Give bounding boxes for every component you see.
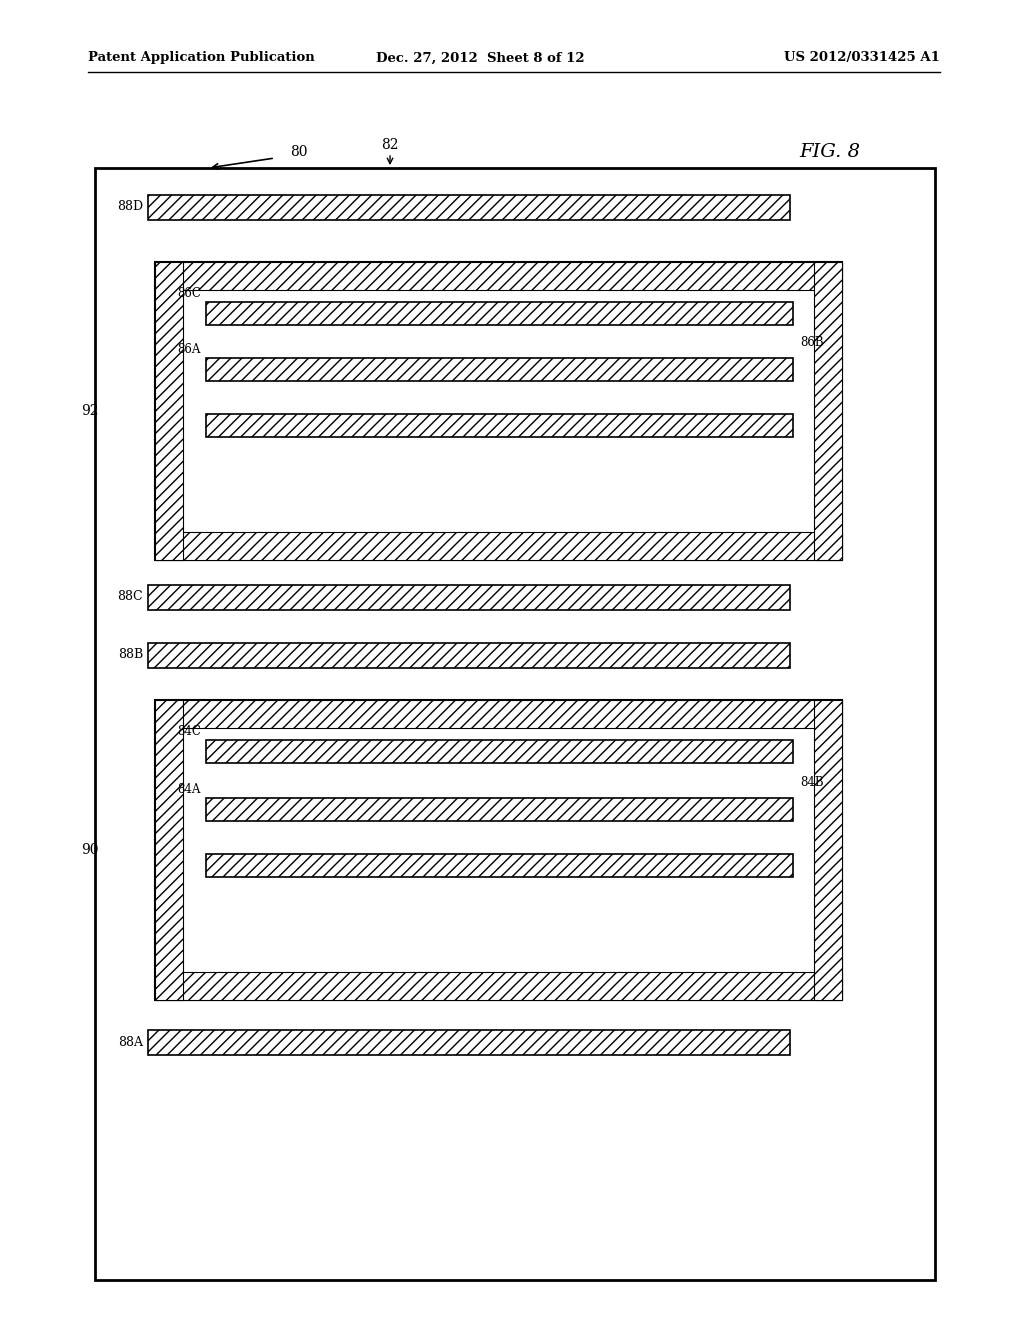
Bar <box>155 261 183 560</box>
Bar <box>814 700 842 1001</box>
Text: 88B: 88B <box>118 648 143 661</box>
Text: 84C: 84C <box>177 725 201 738</box>
Bar <box>155 261 842 290</box>
Bar <box>206 799 793 821</box>
Text: 86C: 86C <box>177 286 201 300</box>
Text: 92: 92 <box>81 404 98 418</box>
Bar <box>206 302 793 325</box>
Text: 88A: 88A <box>118 1035 143 1048</box>
Text: 84B: 84B <box>800 776 823 789</box>
Bar <box>206 358 793 381</box>
Bar <box>95 168 935 1280</box>
Bar <box>148 195 790 220</box>
Text: 86B: 86B <box>800 337 823 350</box>
Text: Patent Application Publication: Patent Application Publication <box>88 51 314 65</box>
Bar <box>155 532 842 560</box>
Bar <box>148 585 790 610</box>
Bar <box>206 854 793 876</box>
Text: 88D: 88D <box>117 201 143 214</box>
Bar <box>206 741 793 763</box>
Text: FIG. 8: FIG. 8 <box>800 143 860 161</box>
Text: 82: 82 <box>381 139 398 152</box>
Text: 90: 90 <box>81 843 98 857</box>
Bar <box>155 700 183 1001</box>
Text: 86A: 86A <box>177 343 201 356</box>
Text: 80: 80 <box>290 145 307 158</box>
Bar <box>148 643 790 668</box>
Text: 88C: 88C <box>118 590 143 603</box>
Bar <box>155 972 842 1001</box>
Bar <box>148 1030 790 1055</box>
Text: Dec. 27, 2012  Sheet 8 of 12: Dec. 27, 2012 Sheet 8 of 12 <box>376 51 585 65</box>
Text: 84A: 84A <box>177 783 201 796</box>
Bar <box>155 700 842 1001</box>
Bar <box>814 261 842 560</box>
Bar <box>206 414 793 437</box>
Text: US 2012/0331425 A1: US 2012/0331425 A1 <box>784 51 940 65</box>
Bar <box>155 700 842 729</box>
Bar <box>155 261 842 560</box>
